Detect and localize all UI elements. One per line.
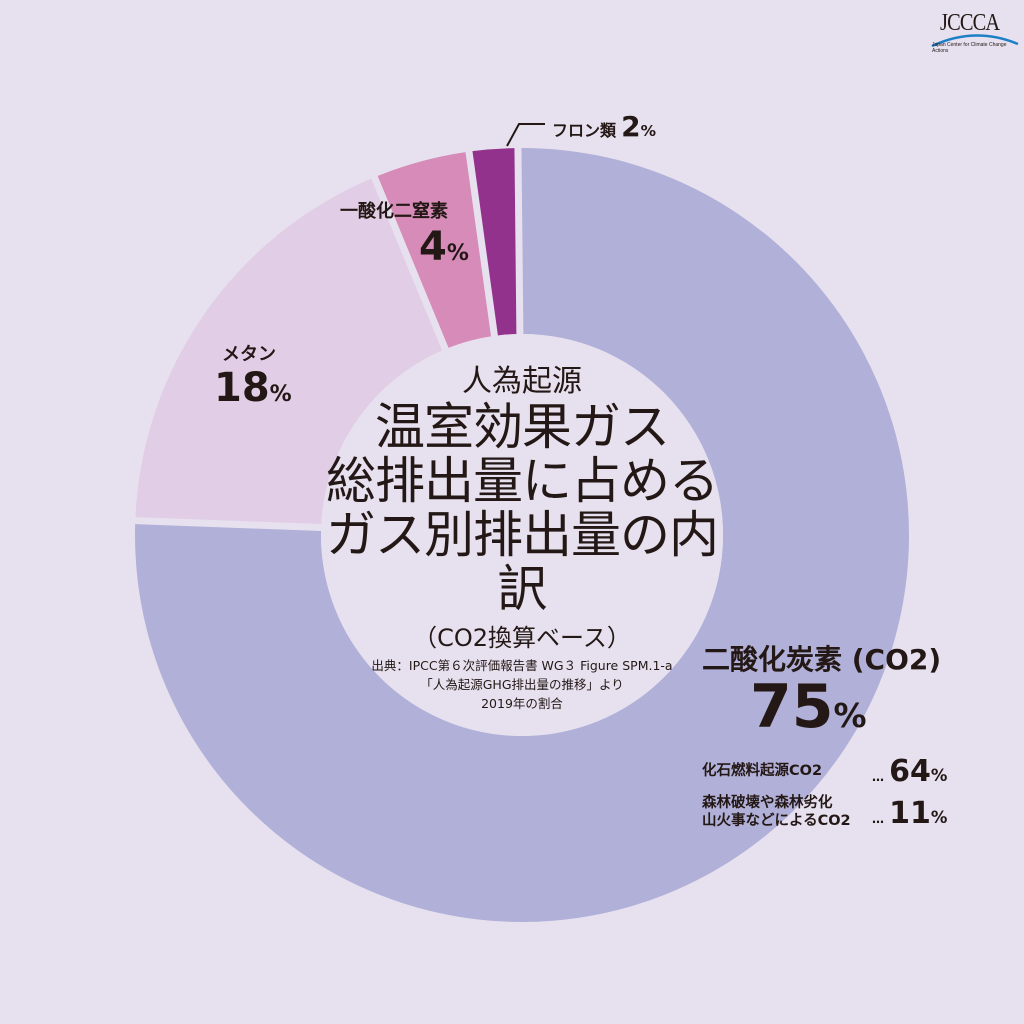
co2-forest-name: 森林破壊や森林劣化 山火事などによるCO2 [702, 795, 851, 829]
co2-name: 二酸化炭素 (CO2) [702, 643, 942, 676]
fgas-value: 2% [621, 110, 657, 143]
donut-slice [134, 148, 910, 922]
n2o-name: 一酸化二窒素 [340, 201, 448, 222]
jccca-logo: JCCCA Japan Center for Climate Change Ac… [928, 8, 1022, 56]
co2-forest-value: … 11% [872, 796, 948, 831]
source-line-3: 2019年の割合 [481, 696, 563, 711]
co2-fossil-name: 化石燃料起源CO2 [702, 763, 823, 779]
n2o-label: 一酸化二窒素 [340, 197, 448, 223]
title-line-2: 総排出量に占める [326, 452, 719, 510]
title-line-1: 温室効果ガス [375, 398, 670, 456]
logo-arc-icon [931, 34, 1019, 48]
source-line-2: 「人為起源GHG排出量の推移」より [420, 677, 624, 692]
co2-fossil-value: … 64% [872, 754, 948, 789]
fgas-name: フロン類 [552, 121, 617, 140]
donut-hole [321, 334, 723, 736]
title-prefix: 人為起源 [462, 364, 582, 399]
chart-title-block: 人為起源 温室効果ガス 総排出量に占める ガス別排出量の内訳 （CO2換算ベース… [320, 364, 724, 711]
methane-value: 18% [214, 365, 292, 411]
co2-value: 75% [750, 672, 867, 742]
methane-name: メタン [222, 344, 276, 365]
logo-subtitle: Japan Center for Climate Change Actions [932, 42, 1007, 54]
logo-text: JCCCA [940, 10, 1000, 36]
title-basis: （CO2換算ベース） [413, 624, 631, 652]
donut-slice [472, 148, 517, 336]
n2o-value: 4% [419, 224, 469, 270]
donut-slice [135, 178, 443, 525]
fgas-leader-line [506, 123, 545, 147]
source-line-1: 出典：IPCC第６次評価報告書 WG３ Figure SPM.1-a [371, 658, 673, 673]
fgas-label: フロン類 2% [552, 110, 656, 143]
donut-slice [377, 152, 492, 348]
title-line-3: ガス別排出量の内訳 [326, 506, 719, 618]
